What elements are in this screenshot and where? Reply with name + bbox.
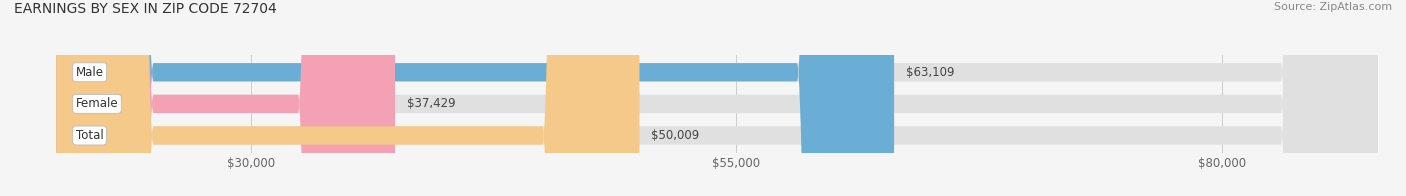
- Text: Total: Total: [76, 129, 104, 142]
- Text: EARNINGS BY SEX IN ZIP CODE 72704: EARNINGS BY SEX IN ZIP CODE 72704: [14, 2, 277, 16]
- Text: $50,009: $50,009: [651, 129, 699, 142]
- FancyBboxPatch shape: [56, 0, 1378, 196]
- Text: Female: Female: [76, 97, 118, 110]
- FancyBboxPatch shape: [56, 0, 894, 196]
- Text: Male: Male: [76, 66, 104, 79]
- Text: $37,429: $37,429: [406, 97, 456, 110]
- FancyBboxPatch shape: [56, 0, 1378, 196]
- FancyBboxPatch shape: [56, 0, 1378, 196]
- Text: $63,109: $63,109: [905, 66, 955, 79]
- FancyBboxPatch shape: [56, 0, 395, 196]
- Text: Source: ZipAtlas.com: Source: ZipAtlas.com: [1274, 2, 1392, 12]
- FancyBboxPatch shape: [56, 0, 640, 196]
